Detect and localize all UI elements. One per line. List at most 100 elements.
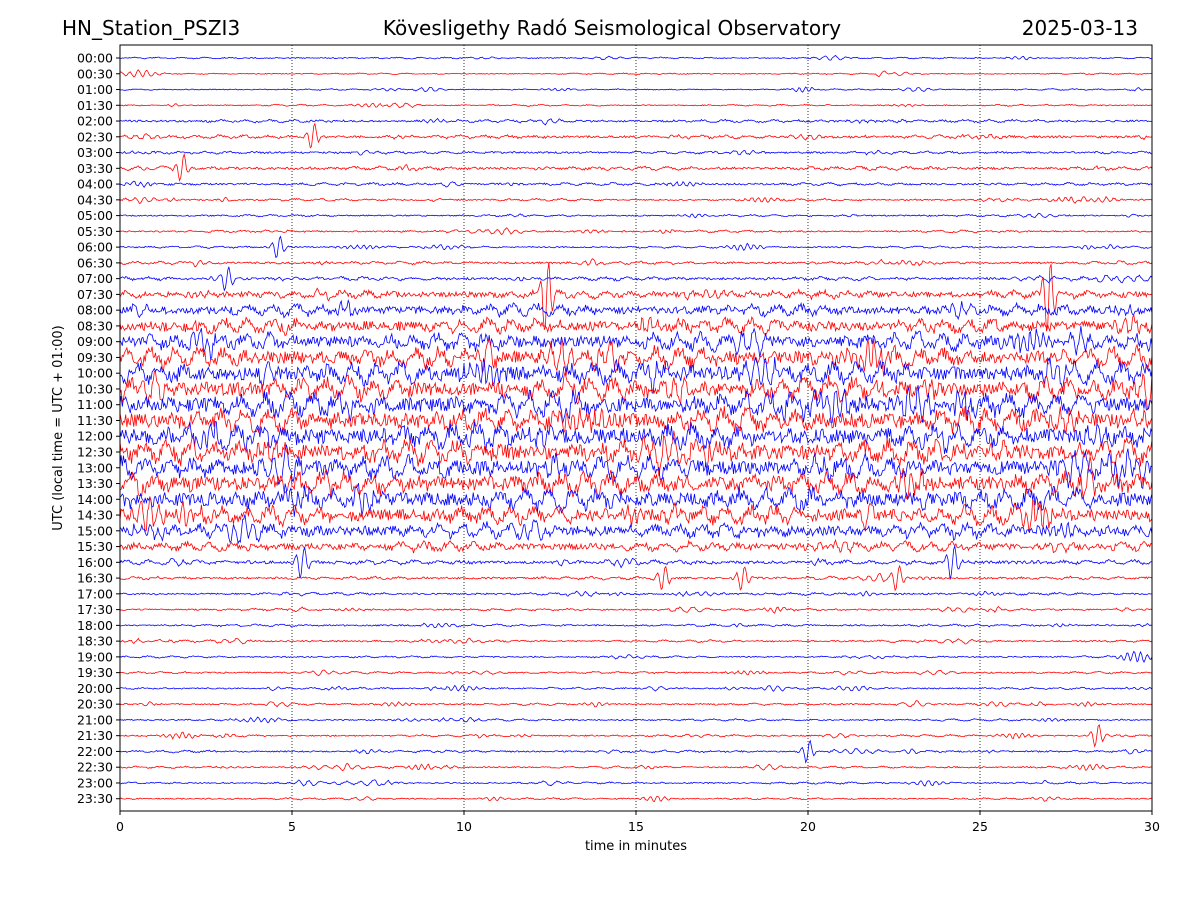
row-label-9: 04:30 (77, 192, 113, 207)
trace-2030 (120, 700, 1152, 708)
trace-1230 (120, 430, 1152, 477)
row-label-45: 22:30 (77, 760, 113, 775)
row-label-34: 17:00 (77, 586, 113, 601)
row-label-20: 10:00 (77, 366, 113, 381)
trace-0400 (120, 180, 1152, 189)
trace-1730 (120, 605, 1152, 614)
trace-1130 (120, 406, 1152, 434)
trace-1330 (120, 456, 1152, 500)
trace-1830 (120, 637, 1152, 645)
row-label-16: 08:00 (77, 303, 113, 318)
trace-1430 (120, 496, 1152, 533)
row-label-18: 09:00 (77, 334, 113, 349)
row-label-37: 18:30 (77, 634, 113, 649)
trace-0800 (120, 299, 1152, 321)
x-tick-label-5: 25 (972, 819, 988, 834)
row-label-46: 23:00 (77, 775, 113, 790)
row-label-6: 03:00 (77, 145, 113, 160)
x-tick-label-0: 0 (116, 819, 124, 834)
trace-1100 (120, 385, 1152, 424)
trace-0200 (120, 117, 1152, 126)
row-label-38: 19:00 (77, 649, 113, 664)
row-label-21: 10:30 (77, 381, 113, 396)
trace-1000 (120, 356, 1152, 394)
row-label-7: 03:30 (77, 161, 113, 176)
row-label-40: 20:00 (77, 681, 113, 696)
row-label-27: 13:30 (77, 476, 113, 491)
trace-0430 (120, 195, 1152, 205)
trace-2000 (120, 684, 1152, 692)
trace-1400 (120, 483, 1152, 517)
x-tick-label-1: 5 (288, 819, 296, 834)
row-label-43: 21:30 (77, 728, 113, 743)
row-label-12: 06:00 (77, 240, 113, 255)
y-axis-label: UTC (local time = UTC + 01:00) (51, 325, 66, 530)
row-label-19: 09:30 (77, 350, 113, 365)
trace-0530 (120, 227, 1152, 236)
trace-0130 (120, 102, 1152, 109)
vertical-grid (291, 45, 981, 811)
trace-1900 (120, 650, 1152, 664)
trace-2330 (120, 795, 1152, 803)
trace-1300 (120, 444, 1152, 490)
trace-1030 (120, 370, 1152, 410)
trace-0030 (120, 69, 1152, 78)
trace-0630 (120, 258, 1152, 268)
x-tick-label-3: 15 (628, 819, 644, 834)
row-label-14: 07:00 (77, 271, 113, 286)
row-label-23: 11:30 (77, 413, 113, 428)
trace-2200 (120, 739, 1152, 764)
row-label-32: 16:00 (77, 555, 113, 570)
row-label-39: 19:30 (77, 665, 113, 680)
trace-0900 (120, 325, 1152, 360)
trace-2130 (120, 724, 1152, 748)
x-tick-label-4: 20 (800, 819, 816, 834)
trace-0100 (120, 86, 1152, 93)
row-label-0: 00:00 (77, 51, 113, 66)
trace-0830 (120, 314, 1152, 337)
trace-0930 (120, 337, 1152, 377)
row-label-13: 06:30 (77, 255, 113, 270)
row-label-24: 12:00 (77, 429, 113, 444)
x-tick-label-6: 30 (1144, 819, 1160, 834)
row-label-4: 02:00 (77, 114, 113, 129)
row-label-11: 05:30 (77, 224, 113, 239)
y-axis-ticks: 00:0000:3001:0001:3002:0002:3003:0003:30… (77, 51, 120, 806)
row-label-17: 08:30 (77, 318, 113, 333)
x-tick-label-2: 10 (456, 819, 472, 834)
row-label-28: 14:00 (77, 492, 113, 507)
trace-0730 (120, 262, 1152, 332)
row-label-8: 04:00 (77, 177, 113, 192)
row-label-5: 02:30 (77, 129, 113, 144)
row-label-41: 20:30 (77, 697, 113, 712)
trace-0700 (120, 266, 1152, 292)
station-title: HN_Station_PSZI3 (62, 16, 240, 40)
seismic-traces (120, 54, 1152, 803)
trace-0330 (120, 152, 1152, 182)
x-axis-ticks: 0 5 10 15 20 25 30 (116, 811, 1160, 834)
row-label-22: 11:00 (77, 397, 113, 412)
observatory-title: Kövesligethy Radó Seismological Observat… (383, 16, 841, 40)
row-label-1: 00:30 (77, 66, 113, 81)
trace-1600 (120, 545, 1152, 580)
trace-1530 (120, 538, 1152, 554)
row-label-30: 15:00 (77, 523, 113, 538)
date-title: 2025-03-13 (1022, 16, 1138, 40)
trace-0300 (120, 149, 1152, 156)
row-label-44: 22:00 (77, 744, 113, 759)
trace-1800 (120, 622, 1152, 629)
row-label-29: 14:30 (77, 508, 113, 523)
trace-1200 (120, 421, 1152, 454)
row-label-47: 23:30 (77, 791, 113, 806)
row-label-10: 05:00 (77, 208, 113, 223)
row-label-25: 12:30 (77, 445, 113, 460)
row-label-42: 21:00 (77, 712, 113, 727)
row-label-31: 15:30 (77, 539, 113, 554)
x-axis-label: time in minutes (585, 839, 687, 854)
trace-1500 (120, 514, 1152, 545)
row-label-33: 16:30 (77, 571, 113, 586)
trace-2230 (120, 762, 1152, 772)
trace-0500 (120, 212, 1152, 219)
trace-1630 (120, 564, 1152, 592)
trace-0230 (120, 122, 1152, 149)
